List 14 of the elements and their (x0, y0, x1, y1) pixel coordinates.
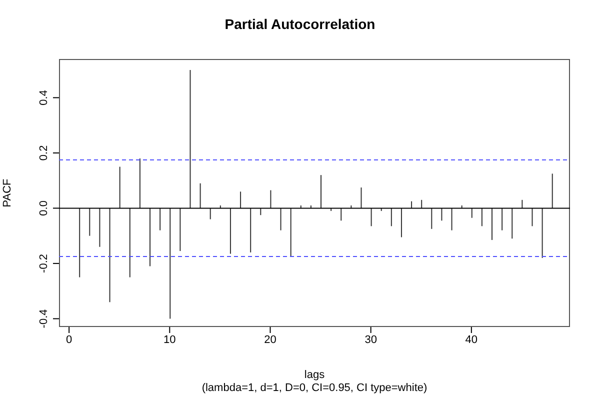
y-tick-label: 0.4 (38, 90, 50, 106)
x-tick-label: 40 (465, 334, 478, 346)
y-axis-title: PACF (1, 178, 13, 208)
y-tick-label: 0.2 (38, 145, 50, 161)
x-tick-label: 0 (66, 334, 72, 346)
y-tick-label: -0.2 (38, 254, 50, 273)
y-tick-label: -0.4 (38, 309, 50, 328)
x-tick-label: 30 (364, 334, 377, 346)
text: (lambda=1, d=1, D=0, CI=0.95, CI type=white) (200, 382, 428, 394)
x-tick-label: 10 (164, 334, 176, 346)
chart-title: Partial Autocorrelation (224, 16, 376, 32)
x-axis-title: lags (303, 369, 326, 381)
y-tick-label: 0.0 (38, 200, 50, 216)
x-tick-label: 20 (264, 334, 276, 346)
